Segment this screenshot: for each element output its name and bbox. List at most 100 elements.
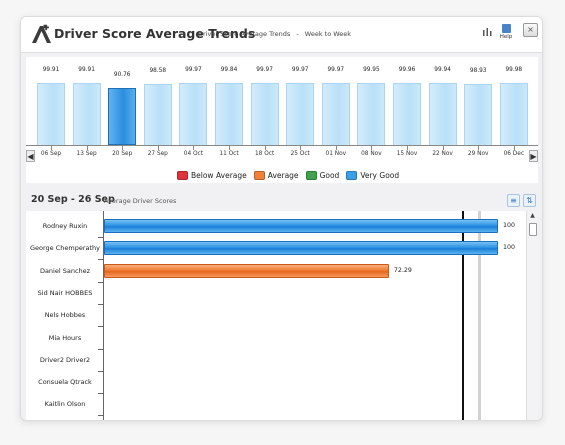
- week-bar[interactable]: 99.91: [71, 57, 103, 145]
- week-bar[interactable]: 99.97: [320, 57, 352, 145]
- week-timeline: ◀ ▶ 06 Sep 13 Sep 20 Sep 27 Sep 04 Oct 11 Oct…: [26, 145, 538, 173]
- sort-by-score-button[interactable]: ⇅: [523, 194, 536, 207]
- week-bar[interactable]: 99.98: [498, 57, 530, 145]
- legend-swatch: [305, 170, 317, 180]
- week-score-label: 90.76: [113, 71, 131, 78]
- y-axis: [103, 211, 104, 420]
- close-button[interactable]: ×: [523, 23, 538, 37]
- week-tick: [371, 146, 373, 150]
- app-logo-icon: [32, 24, 51, 43]
- window-header: Driver Score Average Trends Driver Score…: [21, 17, 542, 53]
- page-subtitle: Driver Score Average Trends - Week to We…: [198, 30, 355, 38]
- driver-score-bar[interactable]: [104, 219, 498, 233]
- week-bar[interactable]: 99.97: [177, 57, 209, 145]
- week-label[interactable]: 20 Sep: [112, 151, 133, 157]
- target-line: [478, 211, 482, 420]
- week-score-label: 99.97: [185, 67, 202, 73]
- week-label[interactable]: 13 Sep: [76, 151, 97, 157]
- legend-label: Below Average: [191, 170, 247, 180]
- week-bar[interactable]: 99.97: [249, 57, 281, 145]
- week-label[interactable]: 29 Nov: [467, 151, 489, 157]
- week-tick: [300, 146, 302, 150]
- help-icon: [501, 24, 511, 33]
- week-bar[interactable]: 99.97: [284, 57, 316, 145]
- week-score-label: 99.94: [434, 67, 451, 74]
- week-label[interactable]: 04 Oct: [183, 151, 204, 157]
- week-bar-fill: [499, 83, 528, 145]
- timeline-prev-arrow[interactable]: ◀: [26, 150, 35, 162]
- week-score-label: 99.91: [42, 67, 60, 74]
- week-tick: [157, 146, 159, 150]
- week-score-label: 98.93: [469, 67, 487, 74]
- legend-item[interactable]: Very Good: [346, 170, 399, 180]
- week-score-label: 99.96: [398, 67, 416, 74]
- week-label[interactable]: 06 Sep: [40, 151, 62, 157]
- week-bar-fill: [72, 83, 101, 145]
- week-label[interactable]: 06 Dec: [503, 151, 525, 157]
- week-bar[interactable]: 99.84: [213, 57, 245, 145]
- week-tick: [335, 146, 337, 150]
- week-score-label: 99.97: [256, 67, 273, 73]
- week-bar[interactable]: 98.58: [142, 57, 174, 145]
- scrollbar[interactable]: ▲: [526, 211, 538, 420]
- scroll-up-arrow[interactable]: ▲: [530, 212, 535, 219]
- week-average-line: [461, 211, 464, 420]
- week-label[interactable]: 01 Nov: [325, 151, 347, 157]
- week-bar[interactable]: 98.93: [462, 57, 494, 145]
- driver-tick: [98, 415, 103, 417]
- chart-settings-icon[interactable]: [482, 26, 493, 36]
- legend-item[interactable]: Average: [253, 170, 299, 180]
- week-bar[interactable]: 99.95: [355, 57, 387, 145]
- legend-swatch: [177, 170, 188, 180]
- legend-item[interactable]: Good: [305, 170, 340, 180]
- help-button[interactable]: Help: [499, 24, 513, 40]
- driver-label: Kaitlin Olson: [44, 400, 86, 409]
- driver-tick: [98, 348, 103, 350]
- legend-swatch: [253, 170, 265, 180]
- week-score-label: 98.58: [149, 67, 167, 74]
- week-tick: [442, 146, 444, 150]
- week-bar[interactable]: 99.96: [391, 57, 423, 145]
- week-tick: [264, 146, 266, 150]
- driver-label: Rodney Ruxin: [42, 222, 88, 230]
- week-label[interactable]: 11 Oct: [219, 151, 239, 157]
- sort-by-name-button[interactable]: ≡: [507, 194, 520, 207]
- week-bar[interactable]: 90.76: [106, 57, 138, 145]
- driver-score-value: 72.29: [393, 266, 412, 274]
- scroll-thumb[interactable]: [529, 223, 537, 236]
- week-bar[interactable]: 99.91: [35, 57, 67, 145]
- week-bar[interactable]: 99.94: [427, 57, 459, 145]
- week-label[interactable]: 15 Nov: [396, 151, 418, 157]
- week-tick: [193, 146, 195, 150]
- driver-score-bar[interactable]: [104, 263, 389, 278]
- week-bar-fill: [428, 83, 457, 145]
- week-bar-fill: [321, 83, 350, 145]
- driver-label: Consuela Qtrack: [38, 378, 92, 387]
- timeline-next-arrow[interactable]: ▶: [529, 150, 538, 162]
- dashboard-window: Driver Score Average Trends Driver Score…: [20, 16, 543, 421]
- week-score-label: 99.84: [220, 67, 238, 74]
- driver-label: Mia Hours: [48, 333, 82, 342]
- week-label[interactable]: 27 Sep: [147, 151, 168, 157]
- driver-tick: [98, 259, 103, 261]
- week-label[interactable]: 22 Nov: [432, 151, 453, 157]
- week-tick: [86, 146, 88, 150]
- week-tick: [51, 146, 52, 150]
- driver-score-value: 100: [503, 222, 516, 229]
- week-bar-fill: [393, 83, 421, 145]
- week-label[interactable]: 25 Oct: [290, 151, 310, 157]
- driver-tick: [98, 370, 103, 372]
- legend-item[interactable]: Below Average: [177, 170, 247, 180]
- week-bar-fill: [179, 83, 208, 145]
- week-label[interactable]: 08 Nov: [361, 151, 382, 157]
- help-label: Help: [499, 34, 513, 40]
- driver-score-bar[interactable]: [104, 241, 498, 256]
- driver-scores-chart: ▲ Rodney Ruxin 100 George Chemperathy 100 Da…: [26, 211, 538, 420]
- week-tick: [478, 146, 480, 150]
- week-bar-fill: [357, 83, 386, 145]
- driver-label: George Chemperathy: [29, 244, 101, 253]
- legend-label: Good: [319, 170, 340, 180]
- subtitle-separator: -: [296, 30, 299, 38]
- weekly-trend-chart: 99.91 99.91 90.76 98.58 99.97 99.84 99.97 99.97…: [26, 57, 538, 183]
- week-label[interactable]: 18 Oct: [254, 151, 275, 157]
